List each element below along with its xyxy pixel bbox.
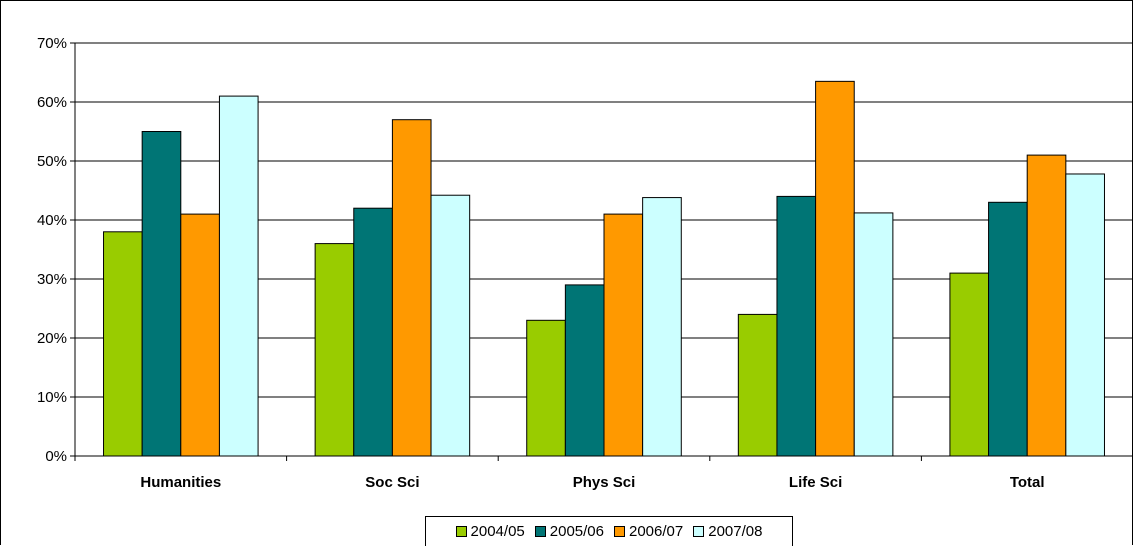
bar bbox=[391, 119, 432, 457]
bar bbox=[853, 212, 894, 457]
x-tick-label: Total bbox=[1010, 474, 1045, 491]
legend: 2004/05 2005/06 2006/07 2007/08 bbox=[425, 516, 793, 546]
legend-label-2004-05: 2004/05 bbox=[470, 523, 525, 540]
bar bbox=[737, 313, 778, 457]
legend-swatch-2007-08 bbox=[693, 526, 705, 537]
bar bbox=[1065, 173, 1105, 457]
legend-swatch-2004-05 bbox=[455, 526, 467, 537]
legend-item-2007-08: 2007/08 bbox=[693, 523, 762, 540]
legend-item-2006-07: 2006/07 bbox=[614, 523, 683, 540]
bar bbox=[949, 272, 990, 457]
legend-label-2006-07: 2006/07 bbox=[629, 523, 684, 540]
bar bbox=[526, 319, 566, 457]
bar bbox=[103, 231, 143, 457]
bar bbox=[1026, 154, 1067, 457]
bar bbox=[642, 197, 682, 457]
bar bbox=[988, 201, 1028, 457]
bar bbox=[141, 131, 182, 457]
x-tick-label: Phys Sci bbox=[573, 474, 636, 491]
bar bbox=[815, 80, 855, 457]
legend-label-2007-08: 2007/08 bbox=[708, 523, 763, 540]
y-tick-label: 50% bbox=[37, 153, 67, 170]
y-tick-label: 30% bbox=[37, 271, 67, 288]
y-tick-label: 70% bbox=[37, 35, 67, 52]
bar bbox=[180, 213, 220, 457]
y-tick-label: 0% bbox=[45, 448, 67, 465]
y-tick-label: 40% bbox=[37, 212, 67, 229]
y-tick-label: 20% bbox=[37, 330, 67, 347]
legend-item-2004-05: 2004/05 bbox=[455, 523, 525, 540]
x-tick-label: Life Sci bbox=[789, 474, 842, 491]
bar bbox=[603, 213, 644, 457]
y-tick-label: 60% bbox=[37, 94, 67, 111]
legend-item-2005-06: 2005/06 bbox=[534, 523, 604, 540]
x-tick-label: Soc Sci bbox=[365, 474, 419, 491]
legend-swatch-2005-06 bbox=[534, 526, 546, 537]
bar bbox=[218, 95, 259, 457]
bar bbox=[776, 195, 817, 457]
bar-chart: 0% 10% 20% 30% 40% 50% 60% 70% Humanities Soc Sci… bbox=[37, 35, 1133, 491]
x-tick-label: Humanities bbox=[140, 474, 221, 491]
legend-swatch-2006-07 bbox=[614, 526, 625, 537]
bar bbox=[564, 284, 605, 457]
bar bbox=[353, 207, 393, 457]
y-tick-label: 10% bbox=[37, 389, 67, 406]
bar bbox=[430, 194, 471, 457]
bar bbox=[314, 243, 355, 457]
legend-label-2005-06: 2005/06 bbox=[549, 523, 604, 540]
